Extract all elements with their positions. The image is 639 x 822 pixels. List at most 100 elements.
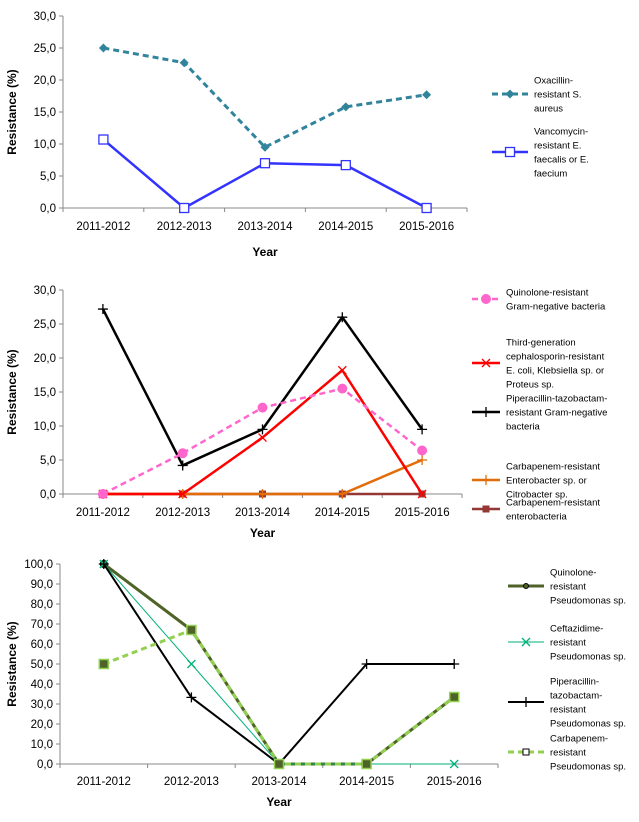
- x-tick-label: 2013-2014: [252, 776, 308, 788]
- chart1-s1-point-4: [341, 102, 351, 112]
- legend-label-line: tazobactam-: [550, 691, 602, 702]
- y-tick-label: 40,0: [31, 679, 53, 691]
- chart-2: 0,0 5,0 10,0 15,0 20,0 25,0 30,0 2011-2012 2012-…: [5, 285, 607, 540]
- legend-label-line: Pseudomonas sp.: [550, 719, 626, 730]
- chart2-s3-point-4: [337, 312, 348, 323]
- chart2-legend-item-1: Quinolone-resistant Gram-negative bacteri…: [472, 288, 606, 313]
- chart2-s3-point-5: [417, 424, 428, 435]
- chart2-s4-point-3: [257, 489, 268, 499]
- y-tick-label: 15,0: [34, 107, 56, 119]
- legend-label-line: resistant: [550, 582, 586, 593]
- x-tick-label: 2011-2012: [77, 776, 131, 788]
- y-tick-label: 10,0: [31, 739, 53, 751]
- legend-label-line: Carbapenem-: [550, 734, 608, 745]
- chart3-legend-item-1: Quinolone-resistant Pseudomonas sp.: [508, 568, 626, 607]
- chart3-s2-point-1: [521, 637, 531, 647]
- chart-1: 0,0 5,0 10,0 15,0 20,0 25,0 30,0 2011-2012 2012-…: [5, 11, 589, 259]
- legend-label-line: Enterobacter sp. or: [506, 476, 587, 487]
- y-tick-label: 5,0: [40, 455, 56, 467]
- chart1-s2-point-1: [98, 134, 109, 145]
- chart3-s3-point-1: [521, 697, 531, 707]
- chart1-s2-point-1: [504, 146, 516, 158]
- x-tick-label: 2013-2014: [238, 221, 294, 233]
- y-axis-title: Resistance (%): [5, 349, 19, 434]
- series-line: [102, 563, 455, 765]
- chart2-legend-item-3: Piperacillin-tazobactam-resistant Gram-n…: [472, 394, 607, 433]
- legend-label-line: Ceftazidime-: [550, 624, 603, 635]
- y-tick-label: 15,0: [34, 387, 56, 399]
- chart2-s4-point-5: [417, 455, 428, 465]
- y-tick-label: 30,0: [34, 285, 56, 297]
- y-tick-label: 100,0: [24, 559, 53, 571]
- legend-label-line: Piperacillin-tazobactam-: [506, 394, 607, 405]
- chart2-legend-item-5: Carbapenem-resistant enterobacteria: [472, 498, 600, 523]
- chart3-s3-point-5: [449, 659, 460, 669]
- chart2-s5-point-1: [482, 505, 490, 513]
- legend-label-line: Quinolone-resistant: [506, 288, 589, 299]
- y-tick-label: 0,0: [40, 203, 56, 215]
- y-tick-label: 90,0: [31, 579, 53, 591]
- chart2-s1-point-1: [97, 489, 108, 499]
- legend-label-line: faecalis or E.: [534, 155, 589, 166]
- y-tick-label: 25,0: [34, 319, 56, 331]
- legend-label-line: resistant Gram-negative: [506, 408, 607, 419]
- x-tick-label: 2014-2015: [318, 221, 373, 233]
- chart2-s2-point-3: [258, 433, 267, 443]
- chart1-s1-point-3: [260, 142, 270, 152]
- legend-label-line: resistant E.: [534, 141, 582, 152]
- y-tick-label: 0,0: [40, 489, 56, 501]
- y-tick-label: 60,0: [31, 639, 53, 651]
- legend-label-line: faecium: [534, 169, 567, 180]
- chart2-s1-point-4: [337, 383, 348, 394]
- chart2-s1-point-1: [481, 294, 491, 304]
- chart1-legend-item-2: Vancomycin-resistant E. faecalis or E. fae…: [492, 127, 589, 180]
- chart2-s4-point-1: [481, 475, 491, 485]
- chart-3: 0,0 10,0 20,0 30,0 40,0 50,0 60,0 70,0 80,0 90,0 1…: [5, 559, 626, 809]
- y-tick-label: 5,0: [40, 171, 56, 183]
- legend-label-line: Pseudomonas sp.: [550, 652, 626, 663]
- legend-label-line: Vancomycin-: [534, 127, 588, 138]
- chart3-s4-point-5: [448, 691, 460, 703]
- legend-label-line: resistant: [550, 638, 586, 649]
- x-tick-label: 2011-2012: [76, 507, 130, 519]
- y-tick-label: 20,0: [31, 719, 53, 731]
- chart2-s1-point-2: [177, 448, 188, 459]
- x-axis-title: Year: [250, 526, 276, 540]
- chart3-legend-item-2: Ceftazidime-resistant Pseudomonas sp.: [508, 624, 626, 663]
- chart2-s4-point-4: [337, 489, 348, 499]
- legend-swatch-marker: [522, 748, 530, 756]
- chart1-s1-point-2: [179, 58, 189, 68]
- y-tick-label: 20,0: [34, 75, 56, 87]
- chart1-s1-point-5: [422, 90, 432, 100]
- x-axis-title: Year: [252, 245, 278, 259]
- chart1-series-1: [98, 43, 432, 152]
- x-tick-label: 2011-2012: [76, 221, 130, 233]
- chart2-s3-point-2: [177, 460, 188, 471]
- x-tick-label: 2014-2015: [315, 507, 370, 519]
- chart2-series-1: [97, 383, 428, 499]
- x-tick-label: 2015-2016: [427, 776, 482, 788]
- x-tick-label: 2015-2016: [395, 507, 450, 519]
- x-tick-label: 2012-2013: [164, 776, 219, 788]
- legend-label-line: Oxacillin-: [534, 76, 573, 87]
- x-tick-label: 2014-2015: [339, 776, 394, 788]
- x-tick-label: 2015-2016: [399, 221, 454, 233]
- series-line: [102, 458, 423, 496]
- chart1-s2-point-5: [421, 202, 432, 214]
- series-line: [101, 308, 424, 467]
- chart2-s2-point-4: [337, 365, 347, 375]
- y-tick-label: 0,0: [37, 759, 53, 771]
- legend-label-line: Piperacillin-: [550, 677, 599, 688]
- y-tick-label: 70,0: [31, 619, 53, 631]
- y-tick-label: 10,0: [34, 139, 56, 151]
- legend-label-line: resistant: [550, 748, 586, 759]
- chart2-s3-point-3: [257, 424, 268, 435]
- series-line: [103, 46, 427, 149]
- legend-label-line: enterobacteria: [506, 512, 567, 523]
- chart2-s2-point-1: [481, 358, 491, 368]
- chart3-s4-point-2: [186, 624, 197, 636]
- legend-label-line: Third-generation: [506, 338, 576, 349]
- chart1-s2-point-2: [179, 202, 190, 214]
- chart3-s3-point-2: [186, 692, 197, 703]
